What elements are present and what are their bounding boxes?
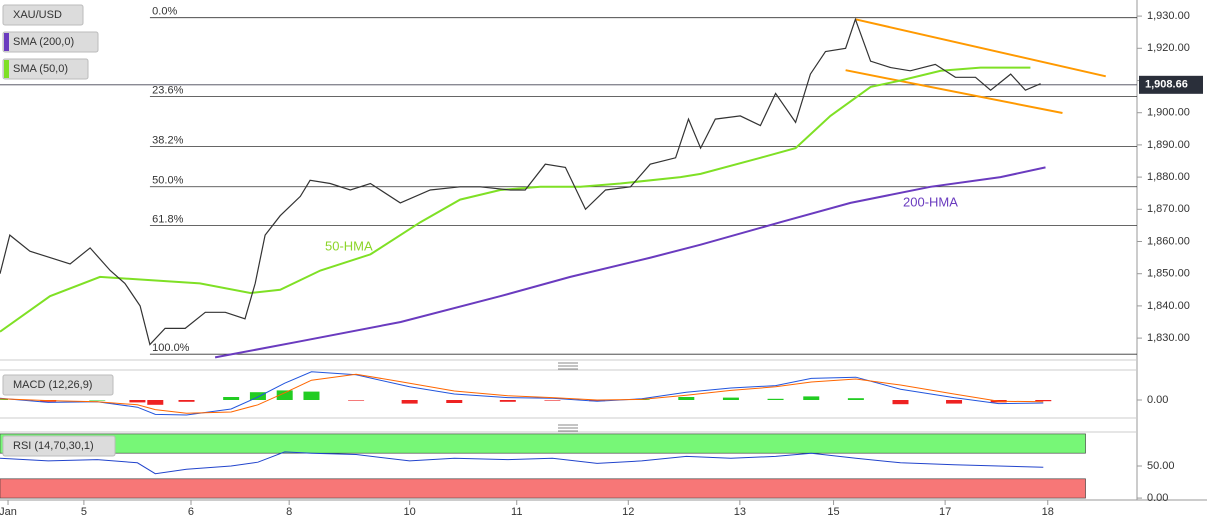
histogram-bar xyxy=(249,392,266,400)
x-tick-label: 8 xyxy=(286,506,292,518)
legend-box xyxy=(2,31,99,53)
histogram-bar xyxy=(0,399,8,400)
histogram-bar xyxy=(401,400,418,404)
panel-handle[interactable] xyxy=(558,424,578,432)
fib-label: 0.0% xyxy=(152,6,177,18)
x-tick-label: 10 xyxy=(404,506,416,518)
legend-box xyxy=(2,4,84,26)
histogram-bar xyxy=(722,397,739,400)
indicator-line xyxy=(0,373,1044,414)
trend-line xyxy=(855,18,1106,78)
y-tick-label: 1,860.00 xyxy=(1147,235,1190,247)
histogram-bar xyxy=(446,400,463,403)
histogram-bar xyxy=(892,400,909,405)
legend-box xyxy=(2,58,89,80)
legend-label: MACD (12,26,9) xyxy=(13,379,92,391)
y-tick-label: 1,900.00 xyxy=(1147,107,1190,119)
fib-label: 100.0% xyxy=(152,342,190,354)
x-tick-label: 17 xyxy=(939,506,951,518)
annotation: 50-HMA xyxy=(325,238,373,253)
legend-box xyxy=(2,374,114,396)
histogram-bar xyxy=(348,400,365,401)
legend-box xyxy=(2,435,116,457)
x-tick-label: 5 xyxy=(81,506,87,518)
y-tick-label: 1,840.00 xyxy=(1147,300,1190,312)
y-tick-label: 0.00 xyxy=(1147,394,1168,406)
histogram-bar xyxy=(89,400,106,401)
legend-label: SMA (200,0) xyxy=(13,36,74,48)
y-tick-label: 1,850.00 xyxy=(1147,268,1190,280)
rsi-band xyxy=(0,433,1086,454)
histogram-bar xyxy=(847,398,864,400)
histogram-bar xyxy=(946,400,963,404)
histogram-bar xyxy=(147,400,164,405)
x-tick-label: 6 xyxy=(188,506,194,518)
histogram-bar xyxy=(803,396,820,400)
indicator-line xyxy=(0,66,1031,333)
y-tick-label: 1,920.00 xyxy=(1147,42,1190,54)
panel-handle[interactable] xyxy=(558,362,578,370)
histogram-bar xyxy=(499,400,516,402)
histogram-bar xyxy=(223,397,240,400)
last-price-label: 1,908.66 xyxy=(1145,79,1188,91)
y-tick-label: 1,880.00 xyxy=(1147,171,1190,183)
x-tick-label: 18 xyxy=(1042,506,1054,518)
fib-label: 38.2% xyxy=(152,134,183,146)
x-tick-label: 15 xyxy=(827,506,839,518)
histogram-bar xyxy=(1035,400,1052,402)
x-tick-label: 11 xyxy=(511,506,522,518)
legend-swatch xyxy=(4,33,9,51)
annotation: 200-HMA xyxy=(903,194,958,209)
y-tick-label: 1,930.00 xyxy=(1147,10,1190,22)
fib-label: 23.6% xyxy=(152,85,183,97)
y-tick-label: 0.00 xyxy=(1147,492,1168,504)
x-tick-label: 13 xyxy=(734,506,746,518)
y-tick-label: 1,870.00 xyxy=(1147,203,1190,215)
histogram-bar xyxy=(678,397,695,400)
histogram-bar xyxy=(129,400,146,403)
legend-label: XAU/USD xyxy=(13,9,62,21)
rsi-band xyxy=(0,478,1086,499)
x-tick-label: Jan xyxy=(0,506,17,518)
fib-label: 50.0% xyxy=(152,175,183,187)
histogram-bar xyxy=(276,390,293,400)
y-tick-label: 1,830.00 xyxy=(1147,332,1190,344)
fib-label: 61.8% xyxy=(152,213,183,225)
indicator-line xyxy=(0,371,1044,416)
legend-label: RSI (14,70,30,1) xyxy=(13,440,94,452)
y-tick-label: 50.00 xyxy=(1147,460,1175,472)
indicator-line xyxy=(0,451,1044,475)
histogram-bar xyxy=(544,400,561,401)
last-price-box xyxy=(1139,75,1203,94)
histogram-bar xyxy=(178,400,195,402)
legend-label: SMA (50,0) xyxy=(13,63,68,75)
histogram-bar xyxy=(767,398,784,400)
legend-swatch xyxy=(4,60,9,78)
trend-line xyxy=(845,69,1063,115)
histogram-bar xyxy=(303,391,320,400)
y-tick-label: 1,890.00 xyxy=(1147,139,1190,151)
histogram-bar xyxy=(589,400,606,402)
indicator-line xyxy=(214,166,1046,359)
x-tick-label: 12 xyxy=(622,506,634,518)
price-line xyxy=(0,17,1041,346)
